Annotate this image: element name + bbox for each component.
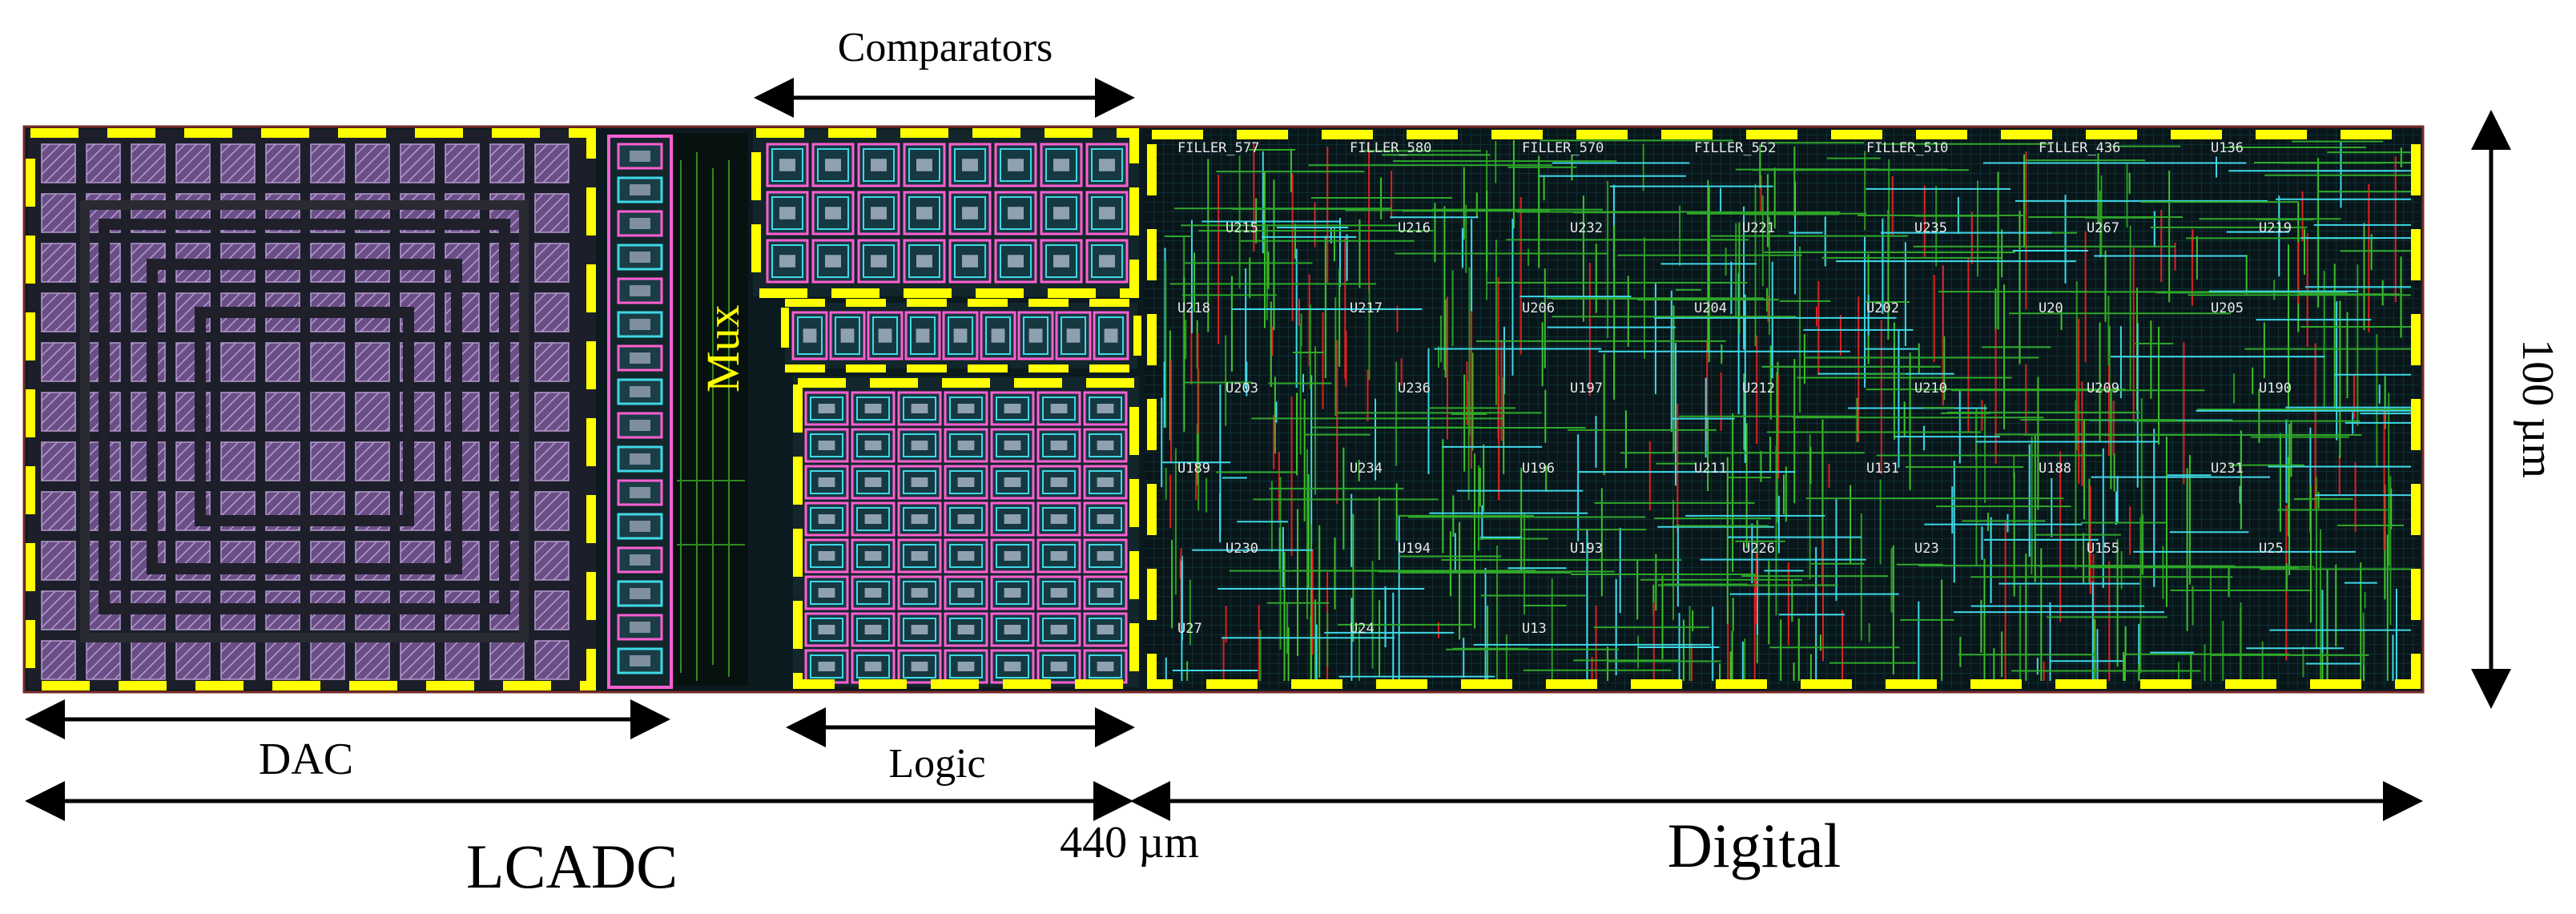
cell-instance-label: U196 xyxy=(1522,461,1555,477)
dac-cell-array xyxy=(41,143,570,680)
cell-instance-label: U188 xyxy=(2039,461,2071,477)
cell-instance-label: FILLER_577 xyxy=(1177,140,1259,156)
cell-instance-label: U226 xyxy=(1742,541,1775,557)
cell-instance-label: FILLER_436 xyxy=(2039,140,2120,156)
cell-instance-label: U235 xyxy=(1914,220,1947,236)
cell-instance-label: U25 xyxy=(2259,541,2284,557)
cell-instance-label: U221 xyxy=(1742,220,1775,236)
cell-instance-label: U267 xyxy=(2087,220,2119,236)
cell-instance-label: U216 xyxy=(1398,220,1431,236)
cell-instance-label: U206 xyxy=(1522,300,1555,316)
dac-block xyxy=(26,128,596,691)
cell-instance-label: U204 xyxy=(1694,300,1727,316)
cell-instance-label: U210 xyxy=(1914,380,1947,397)
lcadc-label: LCADC xyxy=(466,831,678,901)
comparators-dimension: Comparators xyxy=(754,25,1135,118)
logic-block xyxy=(793,376,1139,689)
logic-dimension: Logic xyxy=(786,707,1135,787)
height-label: 100 µm xyxy=(2513,339,2562,478)
cell-instance-label: FILLER_570 xyxy=(1522,140,1604,156)
cell-instance-label: U205 xyxy=(2211,300,2244,316)
cell-instance-label: U211 xyxy=(1694,461,1727,477)
cell-instance-label: U155 xyxy=(2087,541,2119,557)
digital-dimension: Digital xyxy=(1130,781,2423,880)
cell-instance-label: U193 xyxy=(1570,541,1603,557)
cell-instance-label: U234 xyxy=(1350,461,1383,477)
cell-instance-label: U230 xyxy=(1226,541,1258,557)
digital-block: FILLER_577 FILLER_580 FILLER_570 FILLER_552… xyxy=(1145,130,2421,689)
cell-instance-label: U215 xyxy=(1226,220,1258,236)
dac-dimension: DAC xyxy=(25,699,670,784)
dac-label: DAC xyxy=(259,735,353,784)
width-label: 440 µm xyxy=(1060,818,1199,868)
cell-instance-label: U24 xyxy=(1350,621,1375,637)
lcadc-dimension: LCADC 440 µm xyxy=(25,781,1199,901)
comparators-label: Comparators xyxy=(838,25,1053,70)
cell-instance-label: U236 xyxy=(1398,380,1431,397)
logic-label: Logic xyxy=(888,741,985,787)
cell-instance-label: U197 xyxy=(1570,380,1603,397)
cell-instance-label: U136 xyxy=(2211,140,2244,156)
cell-instance-label: U131 xyxy=(1866,461,1899,477)
cell-instance-label: U219 xyxy=(2259,220,2292,236)
cell-instance-label: U13 xyxy=(1522,621,1547,637)
cell-instance-label: U20 xyxy=(2039,300,2063,316)
middle-cell-row xyxy=(781,299,1141,372)
cell-instance-label: U231 xyxy=(2211,461,2244,477)
cell-instance-label: U190 xyxy=(2259,380,2292,397)
cell-instance-label: U218 xyxy=(1177,300,1210,316)
cell-instance-label: U232 xyxy=(1570,220,1603,236)
cell-instance-label: U189 xyxy=(1177,461,1210,477)
height-dimension: 100 µm xyxy=(2471,110,2562,709)
cell-instance-label: FILLER_580 xyxy=(1350,140,1431,156)
cell-instance-label: U202 xyxy=(1866,300,1899,316)
switch-column xyxy=(607,135,673,689)
mux-label: Mux xyxy=(697,304,749,393)
cell-instance-label: U203 xyxy=(1226,380,1258,397)
chip-layout: Mux FILLER_577 FILLER_580 FILLER_570 FILLER… xyxy=(22,125,2425,694)
cell-instance-label: FILLER_552 xyxy=(1694,140,1776,156)
cell-instance-label: U212 xyxy=(1742,380,1775,397)
cell-instance-label: FILLER_510 xyxy=(1866,140,1948,156)
digital-label: Digital xyxy=(1668,811,1841,880)
cell-instance-label: U27 xyxy=(1177,621,1202,637)
comparators-block xyxy=(751,128,1139,298)
mux-block: Mux xyxy=(674,133,749,686)
cell-instance-label: U194 xyxy=(1398,541,1431,557)
cell-instance-label: U209 xyxy=(2087,380,2119,397)
cell-instance-label: U23 xyxy=(1914,541,1939,557)
cell-instance-label: U217 xyxy=(1350,300,1383,316)
